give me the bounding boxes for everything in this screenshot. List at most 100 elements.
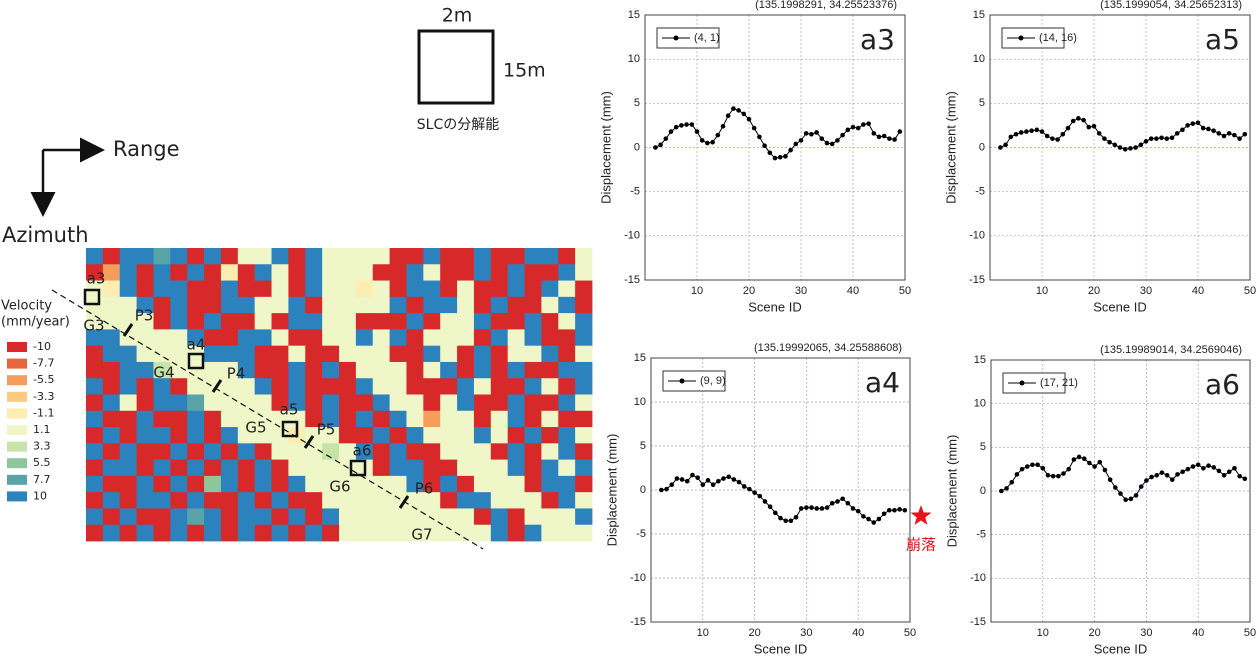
heat-cell	[440, 394, 458, 412]
heat-cell	[524, 443, 542, 461]
y-tick-label: -10	[630, 572, 646, 584]
data-point	[710, 482, 716, 488]
range-label: Range	[113, 137, 180, 161]
data-point	[1237, 136, 1242, 141]
data-point	[673, 124, 679, 130]
data-point	[741, 484, 747, 489]
heat-cell	[271, 459, 289, 477]
heat-cell	[322, 313, 340, 330]
data-point	[725, 113, 731, 118]
heat-cell	[254, 248, 272, 265]
data-point	[793, 514, 799, 520]
heat-cell	[423, 345, 441, 363]
plot-frame	[650, 357, 911, 623]
heat-cell	[305, 443, 323, 461]
heat-cell	[507, 410, 525, 428]
heat-cell	[541, 427, 559, 444]
heat-cell	[406, 280, 424, 298]
x-tick-label: 50	[899, 285, 911, 297]
heat-cell	[440, 280, 458, 298]
heat-cell	[423, 313, 441, 330]
data-point	[1175, 472, 1180, 477]
data-point	[897, 507, 902, 512]
heat-cell	[86, 361, 104, 379]
heat-cell	[372, 248, 390, 265]
heat-cell	[322, 248, 340, 265]
heat-cell	[490, 492, 509, 509]
heat-cell	[389, 443, 407, 461]
heat-cell	[271, 361, 289, 379]
heat-cell	[457, 492, 475, 509]
heat-cell	[305, 410, 323, 428]
heat-cell	[237, 524, 256, 542]
heat-cell	[288, 361, 306, 379]
data-point	[1159, 135, 1164, 141]
data-point	[1232, 132, 1237, 138]
data-point	[1221, 133, 1227, 139]
heat-cell	[153, 524, 171, 542]
point-box	[187, 352, 205, 370]
x-tick-label: 20	[743, 285, 755, 297]
heat-cell	[102, 524, 121, 542]
data-point	[762, 143, 767, 149]
heat-cell	[102, 394, 121, 412]
heat-cell	[355, 410, 374, 428]
data-point	[1009, 479, 1015, 485]
heat-cell	[271, 248, 289, 265]
data-point	[1242, 476, 1248, 482]
heat-cell	[288, 280, 306, 298]
y-tick-label: -10	[969, 230, 985, 242]
heat-cell	[355, 361, 374, 379]
heat-cell	[541, 475, 559, 493]
heat-cell	[507, 492, 525, 509]
data-point	[1133, 493, 1139, 498]
heat-cell	[490, 329, 509, 347]
data-point	[892, 137, 897, 142]
data-point	[1029, 128, 1034, 134]
x-tick-label: 50	[1244, 285, 1256, 297]
heat-cell	[524, 459, 542, 477]
heat-cell	[86, 427, 104, 444]
heat-cell	[102, 459, 121, 477]
data-point	[1242, 131, 1248, 137]
heat-cell	[524, 280, 542, 298]
heat-cell	[237, 427, 256, 444]
data-point	[1164, 136, 1170, 141]
data-point	[762, 499, 768, 504]
heat-cell	[204, 492, 222, 509]
heat-cell	[575, 492, 593, 509]
data-point	[705, 478, 711, 483]
heat-cell	[473, 296, 492, 314]
heat-cell	[102, 329, 121, 347]
heat-cell	[119, 345, 137, 363]
heat-cell	[136, 508, 154, 526]
heat-cell	[237, 475, 256, 493]
heat-cell	[524, 264, 542, 281]
heat-cell	[254, 475, 272, 493]
data-point	[731, 106, 736, 111]
heat-cell	[406, 313, 424, 330]
data-point	[752, 490, 757, 495]
resolution-width: 2m	[442, 5, 473, 27]
heat-cell	[288, 329, 306, 347]
heat-cell	[220, 427, 239, 444]
data-point	[747, 486, 752, 492]
heat-cell	[271, 329, 289, 347]
heat-cell	[575, 508, 593, 526]
heat-cell	[558, 361, 576, 379]
heat-cell	[339, 296, 357, 314]
y-tick-label: 5	[640, 440, 646, 452]
heat-cell	[558, 459, 576, 477]
heat-cell	[86, 508, 104, 526]
data-point	[751, 125, 757, 131]
point-label: a6	[353, 442, 372, 460]
heat-cell	[355, 524, 374, 542]
heat-cell	[406, 475, 424, 493]
data-point	[1159, 470, 1165, 475]
heat-cell	[220, 313, 239, 330]
heat-cell	[457, 361, 475, 379]
heat-cell	[220, 410, 239, 428]
heat-cell	[473, 313, 492, 330]
heat-cell	[355, 264, 374, 281]
heat-cell	[558, 264, 576, 281]
